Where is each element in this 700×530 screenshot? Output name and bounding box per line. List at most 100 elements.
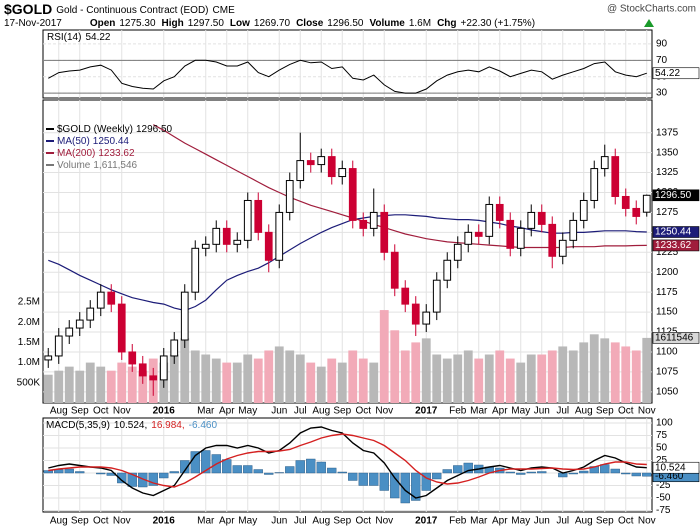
- volume-tick-label: 500K: [17, 377, 41, 388]
- x-tick-label: 2016: [153, 406, 176, 417]
- y-tick-label: 50: [656, 443, 668, 454]
- histogram-bar: [568, 472, 578, 475]
- legend-value: 10.524,: [114, 420, 147, 431]
- histogram-bar: [337, 471, 347, 474]
- volume-bar: [495, 350, 505, 403]
- x-tick-label: Sep: [596, 516, 614, 527]
- rsi-line: [48, 59, 647, 94]
- y-tick-label: 1175: [656, 287, 678, 298]
- y-tick-label: 100: [656, 418, 673, 429]
- last-value-tag: 54.22: [655, 68, 680, 79]
- candle-body: [86, 307, 95, 321]
- legend-name: MACD(5,35,9): [46, 420, 110, 431]
- volume-bar: [432, 354, 442, 403]
- x-tick-label: Aug: [50, 406, 68, 417]
- volume-bar: [306, 362, 316, 403]
- quote-value: 1297.50: [188, 18, 225, 29]
- candle-body: [642, 194, 651, 213]
- histogram-bar: [505, 471, 515, 474]
- x-tick-label: Apr: [219, 516, 235, 527]
- y-tick-label: 90: [656, 39, 668, 50]
- quote-line: 17-Nov-2017 Open 1275.30 High 1297.50 Low 1269…: [4, 18, 535, 29]
- volume-bar: [400, 350, 410, 403]
- candle-body: [254, 199, 263, 233]
- volume-bar: [453, 354, 463, 403]
- panel-frame: [42, 29, 653, 99]
- candle-body: [527, 211, 536, 229]
- x-tick-label: Jun: [271, 406, 287, 417]
- y-tick-label: 30: [656, 88, 668, 99]
- candle-body: [170, 339, 179, 357]
- candle-body: [537, 211, 546, 225]
- x-tick-label: May: [238, 406, 257, 417]
- volume-bar: [232, 362, 242, 403]
- volume-tick-label: 2.5M: [18, 297, 40, 308]
- volume-bar: [75, 370, 85, 403]
- histogram-bar: [621, 472, 631, 475]
- quote-value: 1.6M: [409, 18, 431, 29]
- instrument-name: Gold - Continuous Contract (EOD): [56, 5, 208, 16]
- volume-bar: [243, 354, 253, 403]
- candle-body: [611, 156, 620, 197]
- volume-bar: [190, 350, 200, 403]
- histogram-bar: [64, 468, 74, 474]
- histogram-bar: [295, 460, 305, 474]
- symbol: $GOLD: [4, 1, 52, 17]
- candle-body: [338, 168, 347, 178]
- y-tick-label: -25: [656, 480, 671, 491]
- histogram-bar: [442, 469, 452, 474]
- volume-bar: [558, 346, 568, 403]
- candle-body: [296, 160, 305, 182]
- histogram-bar: [610, 468, 620, 474]
- candle-body: [54, 335, 63, 357]
- candle-body: [569, 219, 578, 241]
- candle-body: [191, 247, 200, 293]
- volume-bar: [621, 346, 631, 403]
- histogram-bar: [96, 472, 106, 475]
- candle-body: [75, 319, 84, 329]
- x-tick-label: Nov: [113, 406, 131, 417]
- histogram-bar: [285, 466, 295, 474]
- x-tick-label: Jun: [534, 406, 550, 417]
- volume-bar: [222, 362, 232, 403]
- legend-value: 1233.62: [98, 148, 135, 159]
- volume-bar: [180, 338, 190, 403]
- y-tick-label: 1100: [656, 347, 678, 358]
- volume-bar: [442, 358, 452, 403]
- histogram-bar: [579, 470, 589, 474]
- x-tick-label: Nov: [638, 516, 656, 527]
- volume-bar: [85, 362, 95, 403]
- candle-body: [317, 156, 326, 166]
- histogram-bar: [432, 472, 442, 480]
- candle-body: [180, 291, 189, 341]
- candle-body: [506, 219, 515, 249]
- volume-bar: [642, 337, 652, 403]
- x-tick-label: Sep: [71, 406, 89, 417]
- histogram-bar: [127, 472, 137, 487]
- candle-body: [390, 251, 399, 289]
- legend-entry: Volume 1,611,546: [57, 160, 138, 171]
- legend-entry: MA(50) 1250.44: [57, 136, 129, 147]
- histogram-bar: [243, 465, 253, 474]
- quote-label: Open: [90, 18, 116, 29]
- y-tick-label: 1275: [656, 207, 679, 218]
- volume-bar: [610, 342, 620, 403]
- volume-bar: [600, 338, 610, 403]
- volume-bar: [547, 350, 557, 403]
- legend-value: 1296.50: [136, 124, 173, 135]
- change-arrow: [644, 19, 654, 27]
- macd-line: [48, 433, 647, 488]
- panel-legend: MACD(5,35,9) 10.524, 16.984, -6.460: [46, 420, 217, 431]
- y-tick-label: 70: [656, 55, 668, 66]
- quote-value: 1275.30: [119, 18, 156, 29]
- macd-tag: 10.524: [655, 462, 686, 473]
- x-tick-label: Mar: [470, 406, 488, 417]
- x-tick-label: Feb: [449, 516, 467, 527]
- candle-body: [243, 199, 252, 241]
- candle-body: [327, 156, 336, 178]
- volume-bar: [484, 354, 494, 403]
- volume-tag-box: [652, 332, 700, 344]
- histogram-bar: [201, 450, 211, 474]
- legend-value: 1250.44: [93, 136, 130, 147]
